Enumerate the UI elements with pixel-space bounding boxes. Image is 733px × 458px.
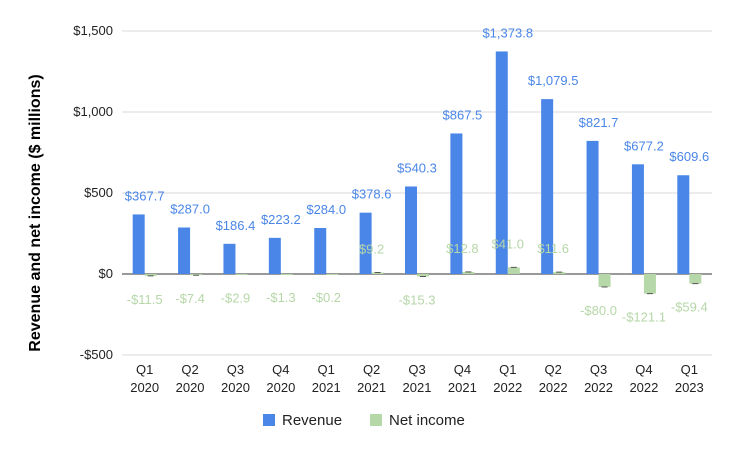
net-income-bar [507, 267, 520, 274]
revenue-bar [132, 214, 145, 274]
x-tick-label-year: 2021 [448, 380, 477, 395]
data-labels: $367.7 -$11.5 $287.0 -$7.4 $186.4 -$2.9 $223.2… [125, 25, 709, 324]
x-tick-label-quarter: Q3 [227, 362, 244, 377]
y-axis: -$500 $0 $500 $1,000 $1,500 [73, 23, 113, 362]
revenue-bar [178, 227, 191, 274]
x-tick-label-year: 2021 [403, 380, 432, 395]
net-income-data-label: -$2.9 [221, 290, 251, 305]
net-income-data-label: -$59.4 [671, 300, 708, 315]
revenue-data-label: $821.7 [579, 115, 619, 130]
revenue-data-label: $540.3 [397, 160, 437, 175]
x-tick-label-year: 2022 [584, 380, 613, 395]
net-income-bar [553, 272, 566, 274]
net-income-bar [280, 274, 293, 275]
x-tick-label-quarter: Q1 [681, 362, 698, 377]
revenue-bar [677, 175, 690, 274]
net-income-data-label: -$11.5 [127, 292, 163, 307]
net-income-data-label: $9.2 [359, 242, 384, 257]
net-income-data-label: -$0.2 [311, 290, 341, 305]
x-tick-label-year: 2022 [629, 380, 658, 395]
x-tick-label-year: 2022 [493, 380, 522, 395]
x-tick-label-year: 2022 [539, 380, 568, 395]
revenue-data-label: $677.2 [624, 138, 664, 153]
revenue-data-label: $284.0 [306, 202, 346, 217]
revenue-data-label: $378.6 [352, 187, 392, 202]
x-tick-label-quarter: Q1 [499, 362, 516, 377]
revenue-bar [631, 164, 644, 274]
y-axis-label: Revenue and net income ($ millions) [27, 74, 44, 351]
x-tick-label-quarter: Q2 [181, 362, 198, 377]
revenue-data-label: $609.6 [669, 149, 709, 164]
x-tick-label-year: 2023 [675, 380, 704, 395]
x-tick-label-year: 2020 [221, 380, 250, 395]
revenue-bar [586, 140, 599, 274]
net-income-bar [689, 274, 702, 284]
net-income-bar [643, 274, 656, 294]
x-axis: Q1 2020 Q2 2020 Q3 2020 Q4 2020 Q1 2021 Q2 2021 Q3 20… [130, 362, 704, 395]
net-income-bar [326, 274, 339, 275]
y-tick-label: $1,000 [73, 104, 113, 119]
net-income-data-label: -$7.4 [175, 291, 205, 306]
net-income-bar [598, 274, 611, 287]
revenue-data-label: $367.7 [125, 188, 165, 203]
revenue-bar [450, 133, 463, 274]
x-tick-label-year: 2021 [312, 380, 341, 395]
revenue-data-label: $186.4 [216, 218, 256, 233]
revenue-bar [314, 227, 327, 274]
x-tick-label-quarter: Q4 [272, 362, 289, 377]
net-income-data-label: -$121.1 [622, 310, 666, 325]
revenue-data-label: $1,079.5 [528, 73, 579, 88]
x-tick-label-quarter: Q1 [318, 362, 335, 377]
y-tick-label: -$500 [80, 347, 113, 362]
revenue-bar [223, 243, 236, 274]
net-income-bar [190, 274, 203, 276]
revenue-bar [541, 99, 554, 274]
revenue-data-label: $287.0 [170, 202, 210, 217]
net-income-data-label: $41.0 [491, 236, 524, 251]
net-income-bar [144, 274, 157, 276]
revenue-bar [268, 237, 281, 274]
net-income-data-label: -$1.3 [266, 290, 296, 305]
revenue-bar [359, 212, 372, 274]
net-income-bar [462, 271, 475, 274]
revenue-data-label: $1,373.8 [482, 25, 533, 40]
legend: Revenue Net income [263, 412, 465, 429]
y-tick-label: $0 [99, 266, 113, 281]
bars [132, 51, 702, 295]
net-income-data-label: -$80.0 [580, 303, 617, 318]
net-income-bar [371, 272, 384, 274]
revenue-bar [495, 51, 508, 275]
y-tick-label: $1,500 [73, 23, 113, 38]
y-tick-label: $500 [84, 185, 113, 200]
legend-label-revenue: Revenue [282, 412, 342, 429]
net-income-data-label: $11.6 [537, 241, 569, 256]
net-income-bar [235, 274, 248, 275]
x-tick-label-year: 2021 [357, 380, 386, 395]
x-tick-label-quarter: Q2 [544, 362, 561, 377]
net-income-bar [417, 274, 429, 277]
revenue-data-label: $867.5 [443, 107, 483, 122]
legend-swatch-net-income [370, 414, 382, 426]
x-tick-label-quarter: Q2 [363, 362, 380, 377]
x-tick-label-year: 2020 [130, 380, 159, 395]
x-tick-label-year: 2020 [176, 380, 205, 395]
legend-swatch-revenue [263, 414, 275, 426]
x-tick-label-quarter: Q3 [408, 362, 425, 377]
x-tick-label-quarter: Q4 [635, 362, 652, 377]
x-tick-label-quarter: Q1 [136, 362, 153, 377]
net-income-data-label: $12.8 [446, 241, 479, 256]
x-tick-label-quarter: Q3 [590, 362, 607, 377]
revenue-bar [405, 186, 417, 274]
x-tick-label-quarter: Q4 [454, 362, 471, 377]
net-income-data-label: -$15.3 [399, 292, 436, 307]
revenue-data-label: $223.2 [261, 212, 301, 227]
x-tick-label-year: 2020 [266, 380, 295, 395]
legend-label-net-income: Net income [389, 412, 465, 429]
